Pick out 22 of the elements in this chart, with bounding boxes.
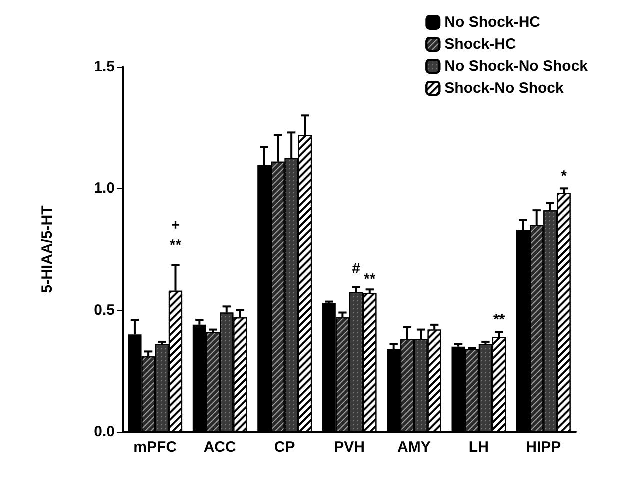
x-tick-label: LH <box>468 439 489 456</box>
y-tick-label: 0.0 <box>94 424 115 440</box>
y-tick-label: 1.5 <box>94 58 115 76</box>
x-tick-label: AMY <box>398 439 431 456</box>
annotation: ** <box>493 312 506 329</box>
x-tick-label: ACC <box>204 439 236 456</box>
annotation: ** <box>170 236 182 254</box>
legend-label: No Shock-No Shock <box>444 58 589 75</box>
y-axis-title: 5-HIAA/5-HT <box>39 206 56 294</box>
y-tick-label: 0.5 <box>94 302 115 319</box>
annotation: + <box>171 216 180 234</box>
annotation: # <box>352 260 362 278</box>
legend-label: No Shock-HC <box>444 14 541 31</box>
legend-label: Shock-HC <box>444 36 516 53</box>
x-tick-label: PVH <box>334 439 365 456</box>
x-tick-label: HIPP <box>526 439 562 456</box>
legend-label: Shock-No Shock <box>444 80 564 97</box>
x-tick-label: CP <box>274 439 296 456</box>
y-tick-label: 1.0 <box>94 180 115 198</box>
annotation: * <box>561 168 568 186</box>
x-tick-label: mPFC <box>134 439 178 456</box>
annotation: ** <box>364 271 376 288</box>
